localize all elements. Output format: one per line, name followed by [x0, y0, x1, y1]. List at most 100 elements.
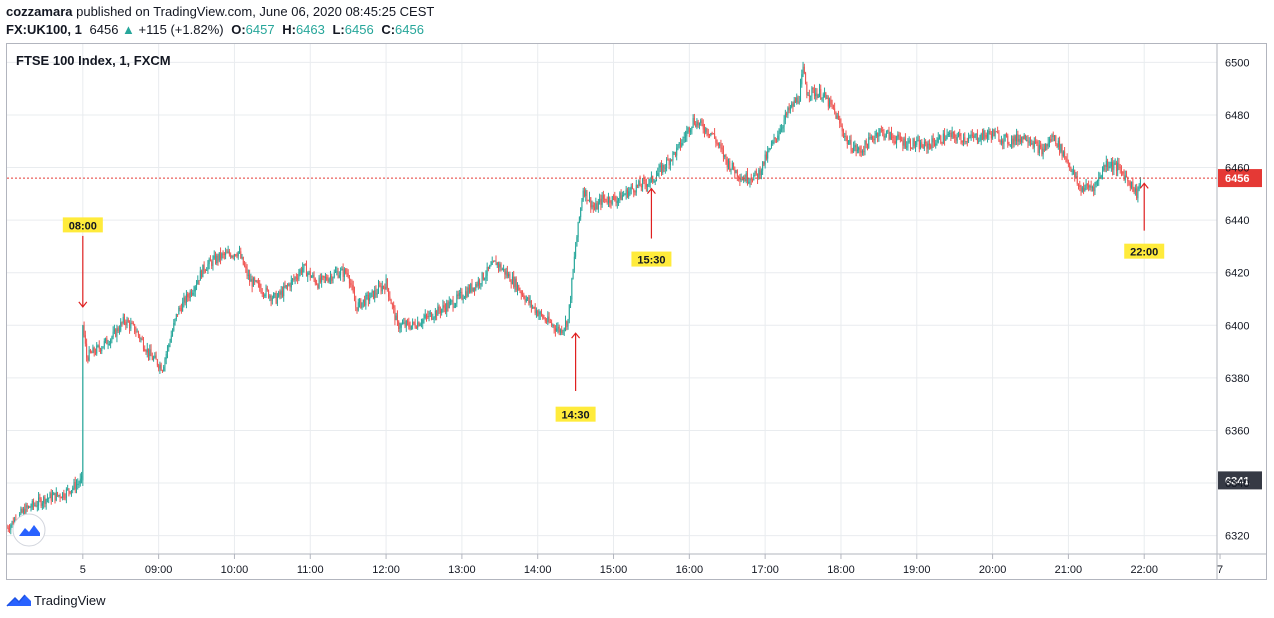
candle-body [1067, 162, 1069, 164]
low-label: L: [332, 22, 345, 37]
candle-body [30, 507, 32, 509]
candle-body [29, 506, 31, 508]
candle-body [611, 196, 613, 204]
candle-body [1051, 135, 1053, 142]
candle-body [1057, 140, 1059, 148]
candle-body [825, 92, 827, 99]
candle-body [920, 142, 922, 150]
candle-body [467, 287, 469, 297]
candle-body [281, 290, 283, 297]
candle-body [845, 135, 847, 137]
candle-body [130, 323, 132, 329]
candle-body [989, 130, 991, 134]
candle-body [22, 508, 24, 513]
candle-body [275, 293, 277, 304]
candle-body [385, 278, 387, 290]
author-name[interactable]: cozzamara [6, 4, 73, 19]
candle-body [172, 330, 174, 336]
candle-body [423, 318, 425, 320]
candle-body [97, 345, 99, 347]
candle-body [414, 323, 416, 328]
candle-body [208, 259, 210, 265]
candle-body [463, 297, 465, 299]
candle-body [276, 296, 278, 304]
candle-body [476, 284, 478, 286]
candle-body [609, 197, 611, 203]
candle-body [105, 338, 107, 341]
candle-body [500, 264, 502, 270]
candle-body [621, 195, 623, 201]
candle-body [458, 293, 460, 296]
candle-body [471, 283, 473, 291]
candle-body [98, 345, 100, 349]
candle-body [923, 141, 925, 149]
candle-body [1081, 187, 1083, 192]
candle-body [1090, 186, 1092, 188]
candle-body [984, 130, 986, 135]
candle-body [505, 271, 507, 275]
candle-body [365, 294, 367, 306]
candle-body [1109, 166, 1111, 168]
tradingview-footer[interactable]: TradingView [6, 592, 106, 608]
candle-body [548, 316, 550, 322]
candle-body [1085, 184, 1087, 189]
time-tick-label: 11:00 [297, 564, 324, 576]
candle-body [644, 179, 646, 184]
candle-body [937, 137, 939, 143]
candle-body [1091, 187, 1093, 189]
candle-body [1093, 187, 1095, 192]
candle-body [398, 321, 400, 330]
candle-body [322, 275, 324, 277]
candle-body [904, 138, 906, 148]
price-chart[interactable]: 6456 6341 08:00 14:30 15:30 22:00 6320 6340 636… [6, 44, 1266, 579]
candle-body [792, 103, 794, 107]
candle-body [498, 262, 500, 268]
candle-body [370, 292, 372, 299]
overlays: 6456 6341 08:00 14:30 15:30 22:00 [7, 169, 1262, 547]
candle-body [415, 327, 417, 329]
candle-body [673, 152, 675, 154]
candle-body [43, 497, 45, 504]
candle-body [247, 274, 249, 276]
candle-body [235, 254, 237, 256]
candle-body [131, 323, 133, 325]
candle-body [174, 318, 176, 324]
candle-body [764, 154, 766, 165]
candle-body [51, 495, 53, 501]
candle-body [803, 66, 805, 74]
candle-body [1004, 135, 1006, 137]
candle-body [837, 115, 839, 119]
axes: 6320 6340 6360 6380 6400 6420 6440 6460 6480 6500… [7, 44, 1266, 579]
candle-body [770, 143, 772, 149]
candle-body [1120, 168, 1122, 172]
candle-body [353, 292, 355, 302]
candle-body [94, 352, 96, 354]
open-label: O: [231, 22, 246, 37]
candle-body [41, 503, 43, 506]
candle-body [629, 189, 631, 192]
candle-body [299, 269, 301, 274]
candle-body [67, 488, 69, 490]
candle-body [707, 133, 709, 135]
candle-body [865, 140, 867, 145]
candle-body [821, 98, 823, 100]
candle-body [303, 264, 305, 268]
candle-body [377, 285, 379, 294]
candle-body [618, 198, 620, 201]
candle-body [293, 278, 295, 280]
candle-body [323, 276, 325, 278]
candle-body [616, 200, 618, 204]
candle-body [534, 306, 536, 314]
candle-body [691, 126, 693, 130]
candle-body [317, 284, 319, 289]
candle-body [580, 207, 582, 218]
chart-frame[interactable]: 6456 6341 08:00 14:30 15:30 22:00 6320 6340 636… [6, 43, 1267, 580]
candle-body [390, 299, 392, 305]
candle-body [844, 135, 846, 137]
candle-body [352, 285, 354, 293]
candle-body [892, 136, 894, 138]
candle-body [124, 316, 126, 322]
candle-body [453, 306, 455, 308]
candle-body [614, 196, 616, 201]
candle-body [443, 305, 445, 308]
